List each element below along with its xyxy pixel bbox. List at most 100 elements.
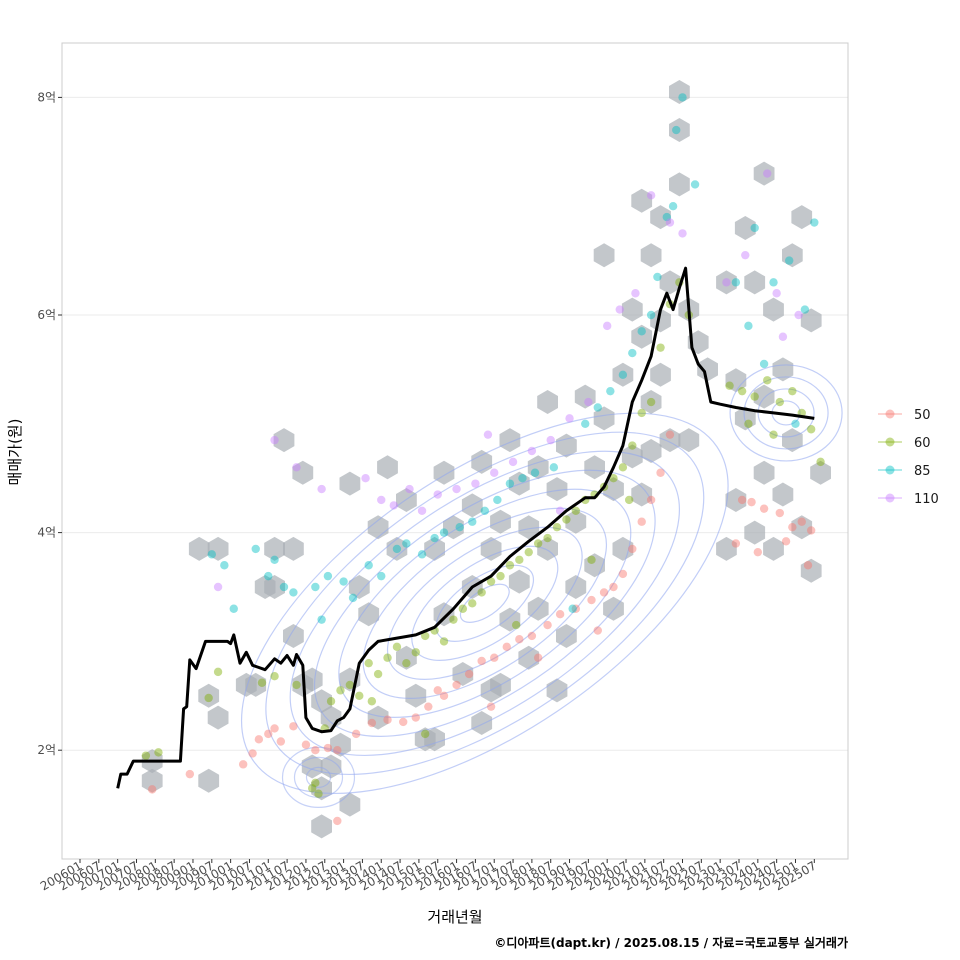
point-60	[788, 386, 797, 396]
point-85	[810, 218, 819, 227]
point-50	[628, 544, 637, 554]
point-50	[656, 468, 665, 477]
point-60	[373, 669, 383, 679]
hex-bin	[631, 482, 653, 507]
hex-bin	[650, 205, 671, 230]
point-110	[508, 457, 518, 467]
point-50	[502, 642, 511, 652]
point-60	[524, 547, 533, 557]
point-50	[248, 749, 257, 758]
point-60	[367, 697, 377, 706]
point-60	[326, 697, 336, 706]
point-110	[772, 289, 781, 298]
hex-bin	[763, 297, 784, 322]
point-60	[496, 571, 505, 581]
point-50	[276, 737, 286, 746]
point-110	[631, 289, 640, 298]
density-contour	[435, 564, 535, 642]
trend-line-group	[116, 266, 815, 789]
hex-bin	[188, 536, 210, 561]
hex-bin	[198, 683, 220, 708]
point-85	[430, 533, 439, 543]
point-85	[505, 479, 515, 488]
density-contour	[338, 488, 632, 718]
legend-label: 60	[914, 436, 931, 451]
point-110	[678, 229, 687, 238]
point-60	[468, 599, 477, 608]
density-contour	[293, 756, 344, 799]
hex-bin	[348, 575, 370, 599]
hex-bin	[800, 558, 822, 583]
density-contour	[265, 431, 705, 775]
hex-bin	[471, 711, 493, 735]
density-contour	[305, 766, 332, 789]
median-price-line	[116, 266, 815, 789]
point-60	[725, 381, 734, 390]
hex-bin	[414, 727, 436, 752]
point-110	[546, 435, 555, 445]
point-85	[678, 93, 687, 102]
point-50	[185, 769, 195, 779]
point-50	[527, 631, 537, 641]
point-60	[402, 658, 411, 668]
point-85	[339, 577, 348, 586]
point-110	[433, 490, 442, 499]
point-60	[587, 555, 596, 564]
density-contour	[459, 583, 510, 623]
hex-bin	[800, 308, 822, 333]
point-85	[672, 125, 681, 135]
hex-bin	[734, 216, 756, 240]
hex-bin	[791, 205, 813, 230]
density-contour	[386, 526, 583, 680]
hex-bin	[621, 297, 643, 322]
point-85	[628, 348, 637, 358]
hex-bin	[584, 455, 605, 480]
point-85	[549, 463, 559, 472]
point-50	[515, 635, 524, 644]
hex-bin	[207, 536, 229, 561]
hex-bin	[753, 161, 775, 186]
point-110	[665, 218, 675, 227]
hex-bin	[518, 515, 540, 540]
hex-bin	[367, 705, 389, 730]
hex-bin	[339, 471, 361, 496]
density-contour	[281, 746, 356, 809]
density-contour	[757, 388, 815, 438]
point-85	[402, 539, 411, 548]
point-60	[311, 778, 320, 788]
hex-bin	[631, 188, 653, 213]
point-60	[141, 751, 151, 760]
point-85	[364, 561, 373, 570]
hex-bin	[631, 324, 653, 349]
hex-bin	[311, 689, 332, 714]
x-axis: 2006012006072007012007072008012008072009…	[38, 858, 819, 893]
point-110	[615, 305, 624, 314]
hex-bin	[640, 243, 662, 268]
point-85	[377, 571, 386, 581]
point-50	[803, 561, 813, 570]
y-tick-label: 8억	[37, 90, 56, 104]
y-axis: 2억 4억 6억 8억	[37, 90, 62, 757]
hex-bin	[556, 433, 577, 458]
point-110	[763, 169, 772, 178]
hex-bin	[716, 270, 737, 295]
x-axis-title: 거래년월	[427, 908, 482, 926]
point-85	[750, 223, 759, 233]
hex-bin	[640, 439, 662, 463]
hex-bin	[396, 645, 417, 670]
y-tick-label: 4억	[37, 526, 56, 540]
point-50	[411, 713, 420, 722]
point-110	[270, 435, 279, 445]
point-50	[433, 686, 442, 695]
point-85	[493, 495, 502, 505]
hex-bin	[734, 406, 756, 431]
point-85	[323, 571, 333, 581]
point-60	[213, 667, 223, 677]
point-50	[399, 717, 408, 727]
point-50	[333, 746, 342, 755]
point-85	[468, 517, 477, 526]
hex-bin	[650, 362, 671, 387]
hex-bin	[452, 662, 474, 686]
point-60	[355, 691, 364, 700]
hex-bin	[546, 678, 568, 703]
